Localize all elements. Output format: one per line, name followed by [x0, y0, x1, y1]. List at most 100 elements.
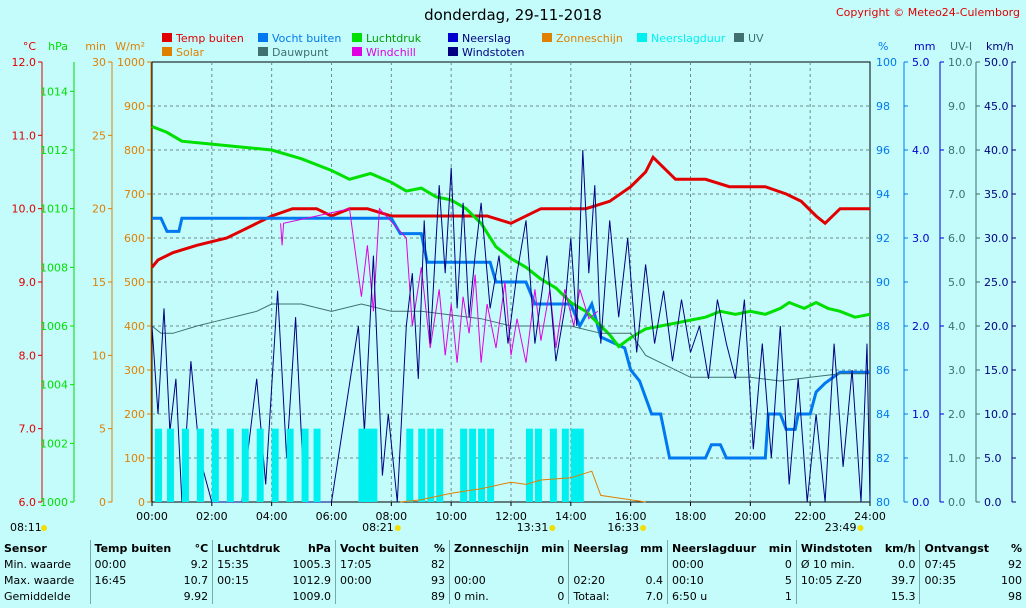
- stats-cell: 0: [557, 573, 565, 587]
- axis-label-rain: 1.0: [912, 408, 930, 421]
- axis-label-solar: 500: [124, 276, 145, 289]
- stats-header-unit: mm: [640, 541, 663, 555]
- axis-label-uv: 0.0: [948, 496, 966, 509]
- axis-label-humidity: 98: [876, 100, 890, 113]
- legend-label: Luchtdruk: [366, 32, 422, 45]
- axis-label-wind: 40.0: [984, 144, 1009, 157]
- stats-cell: 0: [557, 589, 565, 603]
- stats-header-cell: Zonneschijn: [449, 540, 537, 556]
- legend-swatch: [352, 47, 362, 56]
- x-tick-label: 06:00: [316, 510, 348, 523]
- legend-swatch: [448, 47, 458, 56]
- bar-neerslagduur: [487, 428, 495, 502]
- axis-label-humidity: 88: [876, 320, 890, 333]
- x-tick-label: 24:00: [854, 510, 886, 523]
- axis-label-uv: 3.0: [948, 364, 966, 377]
- stats-row-label: Max. waarde: [4, 573, 75, 587]
- bar-neerslagduur: [427, 428, 435, 502]
- stats-cell: 02:20: [568, 572, 635, 588]
- legend-label: Vocht buiten: [272, 32, 341, 45]
- stats-cell: [212, 588, 287, 604]
- axis-label-pressure: 1012: [40, 144, 68, 157]
- stats-header-cell: Vocht buiten: [334, 540, 427, 556]
- axis-label-solar: 200: [124, 408, 145, 421]
- axis-label-wind: 30.0: [984, 232, 1009, 245]
- axis-label-minutes: 25: [92, 129, 106, 142]
- bar-neerslagduur: [256, 428, 264, 502]
- stats-cell: 82: [431, 557, 446, 571]
- legend-swatch: [162, 47, 172, 56]
- stats-header-cell: Windstoten: [795, 540, 880, 556]
- copyright: Copyright © Meteo24-Culemborg: [836, 6, 1020, 19]
- stats-cell: 00:00: [89, 556, 179, 572]
- legend-swatch: [352, 33, 362, 42]
- sun-event-label: 16:33: [607, 521, 639, 534]
- legend-label: Windchill: [366, 46, 416, 59]
- stats-table: Sensor Temp buiten °C Luchtdruk hPa Vocht …: [0, 540, 1026, 604]
- stats-cell: 10.7: [183, 573, 209, 587]
- stats-cell: 00:35: [919, 572, 996, 588]
- stats-cell: 0.4: [645, 573, 664, 587]
- weather-chart: 00:00 02:00 04:00 06:00 08:00 10:00 12:00 14:00…: [10, 32, 1016, 534]
- series-line-temp-buiten: [150, 154, 870, 269]
- stats-header-cell: Neerslag: [568, 540, 635, 556]
- axis-label-uv: 4.0: [948, 320, 966, 333]
- axis-label-uv: 2.0: [948, 408, 966, 421]
- axis-unit-minutes: min: [85, 40, 106, 53]
- sun-icon: [549, 525, 556, 531]
- stats-cell: 92: [1008, 557, 1022, 571]
- axis-label-humidity: 96: [876, 144, 890, 157]
- sun-icon: [857, 525, 864, 531]
- stats-cell: 15.3: [890, 589, 916, 603]
- stats-header-cell: Temp buiten: [89, 540, 179, 556]
- stats-row-label: Gemiddelde: [4, 589, 71, 603]
- series-line-solar: [400, 470, 646, 503]
- axis-label-minutes: 15: [92, 276, 106, 289]
- bar-neerslagduur: [561, 428, 569, 502]
- sun-event-label: 08:21: [362, 521, 394, 534]
- axis-label-solar: 100: [124, 452, 145, 465]
- axis-label-wind: 25.0: [984, 276, 1009, 289]
- axis-label-humidity: 86: [876, 364, 890, 377]
- legend-swatch: [448, 33, 458, 42]
- axis-label-solar: 400: [124, 320, 145, 333]
- axis-label-solar: 800: [124, 144, 145, 157]
- x-tick-label: 02:00: [196, 510, 228, 523]
- legend-label: Neerslag: [462, 32, 511, 45]
- bar-neerslagduur: [406, 428, 414, 502]
- sun-icon: [640, 525, 647, 531]
- stats-cell: [635, 556, 668, 572]
- bar-neerslagduur: [460, 428, 468, 502]
- stats-row-min: Min. waarde 00:00 9.2 15:35 1005.3 17:05 82…: [0, 556, 1026, 572]
- axis-label-wind: 0.0: [984, 496, 1002, 509]
- stats-cell: 00:15: [212, 572, 287, 588]
- axis-label-temp: 6.0: [19, 496, 37, 509]
- bar-neerslagduur: [549, 428, 557, 502]
- stats-cell: Totaal:: [568, 588, 635, 604]
- stats-cell: 00:00: [449, 572, 537, 588]
- bar-neerslagduur: [364, 428, 372, 502]
- bar-neerslagduur: [166, 428, 174, 502]
- axis-label-temp: 11.0: [12, 129, 37, 142]
- stats-header-cell: Neerslagduur: [666, 540, 764, 556]
- stats-cell: 00:10: [666, 572, 764, 588]
- axis-label-temp: 7.0: [19, 423, 37, 436]
- axis-unit-humidity: %: [878, 40, 888, 53]
- x-tick-label: 20:00: [734, 510, 766, 523]
- stats-cell: 15:35: [212, 556, 287, 572]
- legend-swatch: [542, 33, 552, 42]
- axis-label-uv: 6.0: [948, 232, 966, 245]
- stats-cell: 17:05: [334, 556, 427, 572]
- stats-cell: 1012.9: [292, 573, 331, 587]
- stats-header-unit: °C: [194, 541, 209, 555]
- legend-label: Neerslagduur: [651, 32, 726, 45]
- axis-label-minutes: 5: [99, 423, 106, 436]
- axis-label-wind: 15.0: [984, 364, 1009, 377]
- axis-unit-rain: mm: [914, 40, 935, 53]
- stats-cell: [89, 588, 179, 604]
- stats-header-unit: km/h: [884, 541, 916, 555]
- legend-swatch: [637, 33, 647, 42]
- axis-label-humidity: 90: [876, 276, 890, 289]
- x-tick-label: 04:00: [256, 510, 288, 523]
- sun-event-label: 08:11: [10, 521, 42, 534]
